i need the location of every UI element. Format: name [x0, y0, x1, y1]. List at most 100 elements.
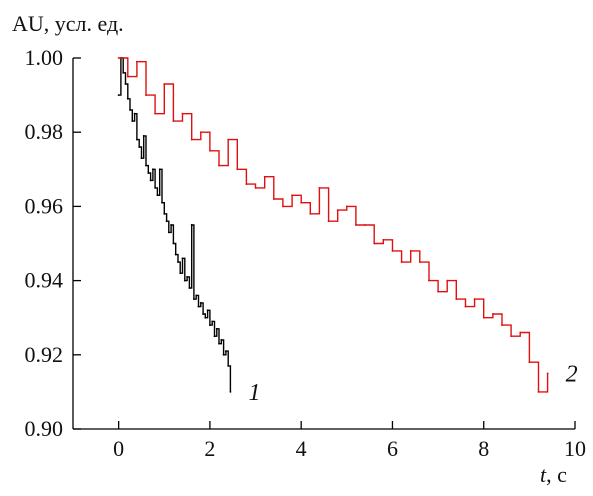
- data-point: [464, 305, 467, 308]
- data-point: [161, 201, 163, 204]
- data-point: [122, 71, 125, 74]
- data-point: [147, 172, 150, 174]
- data-point: [154, 112, 157, 115]
- series-label-2: 2: [566, 361, 578, 387]
- data-point: [199, 301, 202, 304]
- x-tick-label: 6: [387, 436, 398, 461]
- data-point: [145, 94, 147, 96]
- data-point: [197, 305, 200, 308]
- data-point: [188, 287, 191, 289]
- data-point: [126, 97, 129, 100]
- data-point: [245, 183, 248, 186]
- y-tick-label: 0.96: [25, 193, 64, 218]
- data-point: [510, 335, 513, 338]
- y-tick-label: 0.90: [25, 416, 64, 441]
- data-point: [181, 257, 184, 260]
- series-label-1: 1: [248, 380, 260, 406]
- data-point: [172, 242, 175, 245]
- data-point: [142, 135, 145, 137]
- data-point: [149, 179, 152, 182]
- data-point: [546, 372, 549, 375]
- data-point: [195, 294, 198, 297]
- data-point: [537, 391, 540, 393]
- data-point: [170, 224, 173, 226]
- data-point: [391, 250, 394, 252]
- data-point: [163, 212, 166, 215]
- data-point: [318, 186, 321, 189]
- data-point: [193, 298, 195, 301]
- data-point: [272, 198, 275, 200]
- labels-layer: AU, усл. ед. t, с: [12, 11, 567, 487]
- data-point: [190, 224, 193, 226]
- data-point: [133, 112, 136, 115]
- data-point: [218, 164, 220, 167]
- data-point: [254, 186, 257, 189]
- data-point: [229, 391, 232, 393]
- data-point: [204, 316, 207, 319]
- data-point: [227, 365, 230, 367]
- data-point: [222, 353, 225, 356]
- data-point: [528, 361, 531, 364]
- data-point: [446, 279, 449, 282]
- x-tick-label: 0: [113, 436, 124, 461]
- data-point: [482, 316, 485, 319]
- data-point: [211, 320, 214, 323]
- data-point: [181, 112, 184, 115]
- data-point: [355, 224, 357, 226]
- data-point: [215, 327, 218, 330]
- series-line-1: [118, 57, 232, 392]
- data-point: [174, 253, 177, 256]
- y-tick-label: 0.92: [25, 342, 64, 367]
- data-point: [209, 324, 211, 327]
- data-point: [309, 212, 312, 215]
- data-point: [145, 164, 147, 167]
- data-point: [172, 120, 175, 122]
- series-layer: 12: [117, 57, 578, 406]
- x-tick-label: 2: [204, 436, 215, 461]
- y-axis-title: AU, усл. ед.: [12, 11, 124, 36]
- data-point: [165, 220, 168, 223]
- data-point: [418, 261, 421, 263]
- data-point: [117, 94, 120, 96]
- data-point: [282, 205, 284, 208]
- x-tick-label: 4: [296, 436, 307, 461]
- data-point: [131, 120, 134, 122]
- data-point: [154, 186, 157, 189]
- data-point: [218, 342, 220, 345]
- x-axis-title: t, с: [540, 462, 567, 487]
- data-point: [400, 261, 403, 263]
- data-point: [300, 201, 303, 204]
- series-line-2: [118, 57, 549, 393]
- data-point: [156, 194, 159, 197]
- data-point: [327, 220, 330, 223]
- data-point: [373, 242, 376, 245]
- x-axis-unit: , с: [546, 462, 567, 487]
- data-point: [437, 290, 439, 293]
- data-point: [117, 57, 120, 59]
- data-point: [236, 168, 239, 171]
- data-point: [190, 138, 193, 141]
- data-point: [364, 224, 366, 226]
- data-point: [124, 83, 127, 85]
- data-point: [151, 168, 154, 171]
- x-tick-label: 10: [564, 436, 586, 461]
- data-point: [138, 146, 141, 148]
- data-point: [291, 194, 293, 197]
- y-tick-label: 0.98: [25, 119, 64, 144]
- data-point: [220, 339, 223, 341]
- data-point: [199, 131, 202, 134]
- data-point: [209, 149, 211, 152]
- data-point: [206, 309, 209, 312]
- data-point: [491, 313, 494, 315]
- data-point: [519, 331, 522, 334]
- data-point: [186, 275, 188, 278]
- data-point: [179, 272, 182, 275]
- data-point: [263, 175, 266, 178]
- data-point: [202, 313, 204, 315]
- data-point: [345, 205, 348, 208]
- data-point: [409, 250, 412, 252]
- y-tick-label: 0.94: [25, 268, 64, 293]
- data-point: [163, 83, 166, 85]
